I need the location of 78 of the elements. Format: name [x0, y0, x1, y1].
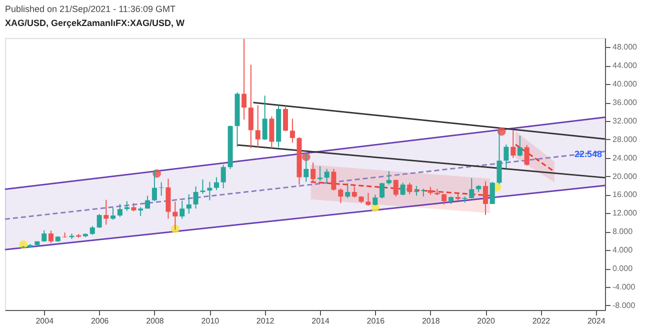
candlestick: [200, 179, 206, 194]
candlestick: [352, 186, 357, 198]
x-tick-label: 2014: [312, 316, 330, 326]
y-tick-label: 32.000: [612, 116, 638, 126]
y-tick-label: 4.000: [612, 246, 634, 255]
x-tick-label: 2016: [366, 316, 386, 326]
chart-title: XAG/USD, GerçekZamanlıFX:XAG/USD, W: [5, 18, 186, 28]
y-tick-label: 40.000: [612, 80, 638, 89]
x-tick-label: 2012: [256, 316, 275, 326]
candlestick: [220, 164, 226, 189]
y-tick-label: 44.000: [612, 61, 638, 70]
y-tick-label: 36.000: [612, 98, 638, 108]
candlestick: [386, 170, 392, 186]
annotation: 22.548: [574, 149, 602, 159]
candlestick: [269, 116, 274, 149]
y-tick-label: 0.000: [612, 264, 634, 274]
candlestick: [48, 230, 54, 244]
candlestick: [117, 203, 122, 218]
candlestick: [104, 199, 109, 226]
candlestick: [490, 181, 495, 204]
x-tick-label: 2020: [477, 316, 496, 326]
x-tick-label: 2006: [90, 316, 110, 326]
candlestick: [283, 106, 288, 132]
candlestick: [145, 195, 150, 210]
candlestick: [304, 152, 309, 182]
candlestick: [290, 118, 295, 144]
candlestick: [207, 181, 212, 201]
y-tick-label: -4.000: [612, 282, 636, 292]
x-tick-label: 2004: [36, 316, 54, 326]
candlestick: [62, 232, 68, 238]
text: Published on 21/Sep/2021 - 11:36:09 GMT: [5, 4, 176, 14]
candlestick: [496, 130, 502, 185]
candlestick: [110, 207, 116, 220]
candlestick: [345, 182, 350, 198]
candlestick: [414, 185, 419, 196]
candlestick: [442, 193, 447, 205]
candlestick: [400, 182, 406, 196]
y-tick-label: 24.000: [612, 153, 638, 162]
candlestick: [255, 104, 260, 148]
candlestick: [380, 182, 385, 199]
candlestick: [510, 129, 516, 158]
x-tick-label: 2008: [146, 316, 164, 326]
y-tick-label: 8.000: [612, 227, 634, 236]
candlestick: [483, 180, 488, 216]
candlestick: [524, 144, 530, 166]
candlestick: [504, 144, 509, 169]
candlestick: [180, 200, 185, 220]
candlestick: [242, 38, 247, 120]
x-tick-label: 2018: [422, 316, 440, 326]
x-tick-label: 2010: [201, 316, 220, 326]
candlestick: [186, 194, 192, 214]
y-tick-label: -8.000: [612, 300, 636, 310]
candlestick: [262, 95, 268, 140]
candlestick: [318, 166, 323, 182]
candlestick: [310, 162, 316, 182]
candlestick: [393, 179, 398, 198]
y-tick-label: 16.000: [612, 190, 638, 200]
candlestick: [331, 168, 336, 192]
y-tick-label: 28.000: [612, 134, 638, 144]
candlestick: [248, 64, 254, 149]
x-tick-label: 2024: [587, 316, 606, 326]
y-tick-label: 20.000: [612, 172, 638, 181]
candlestick: [124, 200, 130, 212]
candlestick: [214, 176, 219, 191]
y-tick-label: 48.000: [612, 42, 638, 52]
x-tick-label: 2022: [532, 316, 551, 326]
candlestick: [366, 192, 371, 206]
candlestick: [96, 214, 102, 228]
candlestick: [158, 182, 164, 196]
candlestick: [407, 182, 412, 195]
candlestick: [152, 169, 157, 202]
candlestick: [517, 135, 522, 157]
candlestick: [338, 188, 344, 204]
candlestick: [469, 178, 474, 199]
candlestick: [324, 168, 330, 184]
candlestick: [193, 186, 198, 210]
candlestick: [42, 230, 47, 242]
y-tick-label: 12.000: [612, 208, 638, 218]
